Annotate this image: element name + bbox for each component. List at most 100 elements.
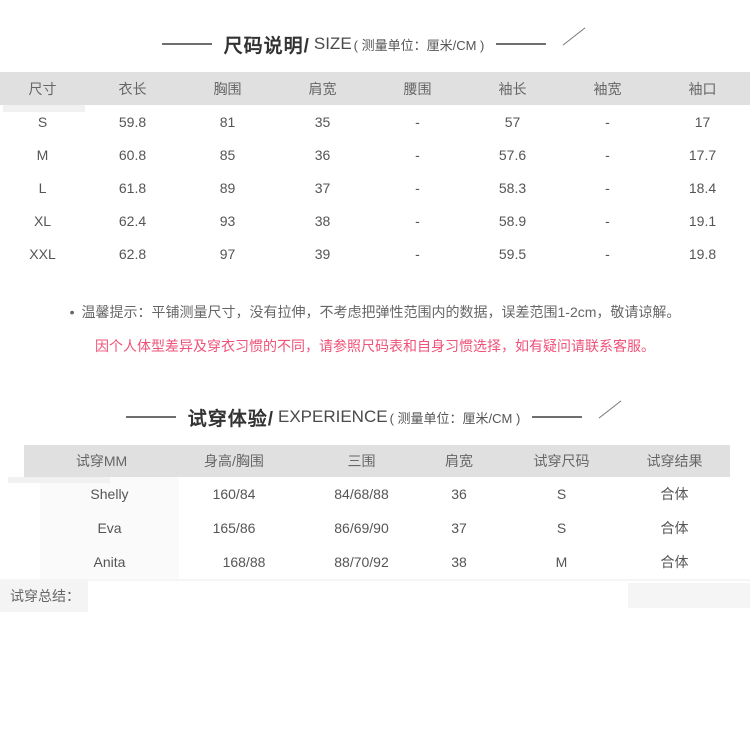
title-slash-decoration bbox=[598, 399, 622, 419]
summary-strip-right-block bbox=[628, 583, 750, 608]
table-row: L 61.8 89 37-58.3-18.4 bbox=[0, 171, 750, 204]
table-cell: 合体 bbox=[619, 477, 730, 511]
column-header: 袖长 bbox=[465, 72, 560, 105]
column-header: 衣长 bbox=[85, 72, 180, 105]
table-cell: 89 bbox=[180, 171, 275, 204]
table-cell: S bbox=[504, 511, 619, 545]
table-cell: 62.4 bbox=[85, 204, 180, 237]
column-header: 胸围 bbox=[180, 72, 275, 105]
column-header: 肩宽 bbox=[414, 445, 504, 477]
table-row: M 60.8 85 36-57.6-17.7 bbox=[0, 138, 750, 171]
table-cell: 39 bbox=[275, 237, 370, 270]
fit-experience-table: 试穿MM 身高/胸围 三围 肩宽 试穿尺码 试穿结果 Shelly 160/84 84/68/… bbox=[0, 445, 750, 579]
table-cell: S bbox=[504, 477, 619, 511]
table-row: Anita 168/88 88/70/92 38 M 合体 bbox=[0, 545, 730, 579]
table-cell: - bbox=[370, 204, 465, 237]
size-title-en: SIZE bbox=[313, 34, 352, 53]
size-title-unit: ( 测量单位：厘米/CM ) bbox=[353, 37, 485, 53]
title-slash-decoration bbox=[563, 26, 586, 46]
table-cell: 57 bbox=[465, 105, 560, 138]
table-cell: 168/88 bbox=[179, 545, 309, 579]
table-cell: 19.1 bbox=[655, 204, 750, 237]
table-cell: 86/69/90 bbox=[309, 511, 414, 545]
table-cell: 57.6 bbox=[465, 138, 560, 171]
table-cell: - bbox=[560, 204, 655, 237]
table-cell: 58.3 bbox=[465, 171, 560, 204]
table-cell: - bbox=[560, 171, 655, 204]
table-row: Eva 165/86 86/69/90 37 S 合体 bbox=[0, 511, 730, 545]
table-cell: 合体 bbox=[619, 545, 730, 579]
size-advice-text: 因个人体型差异及穿衣习惯的不同，请参照尺码表和自身习惯选择，如有疑问请联系客服。 bbox=[95, 338, 655, 354]
column-header: 试穿尺码 bbox=[504, 445, 619, 477]
column-header: 腰围 bbox=[370, 72, 465, 105]
title-right-line bbox=[496, 43, 547, 45]
table-cell: 59.5 bbox=[465, 237, 560, 270]
bullet-icon: • bbox=[69, 304, 75, 320]
table-cell: Eva bbox=[0, 511, 179, 545]
column-header: 试穿结果 bbox=[619, 445, 730, 477]
size-table-header-row: 尺寸 衣长 胸围 肩宽 腰围 袖长 袖宽 袖口 bbox=[0, 72, 750, 105]
table-row: XL 62.4 93 38-58.9-19.1 bbox=[0, 204, 750, 237]
table-cell: 36 bbox=[414, 477, 504, 511]
fit-table-body: Shelly 160/84 84/68/88 36 S 合体 Eva 165/86 86/69/… bbox=[0, 477, 730, 579]
summary-strip-top-line bbox=[0, 579, 750, 581]
title-left-line bbox=[125, 416, 176, 418]
fit-title-unit: ( 测量单位：厘米/CM ) bbox=[389, 410, 521, 426]
header-seam-artifact bbox=[3, 105, 85, 112]
table-cell: L bbox=[0, 171, 85, 204]
size-table-head: 尺寸 衣长 胸围 肩宽 腰围 袖长 袖宽 袖口 bbox=[0, 72, 750, 105]
column-header: 尺寸 bbox=[0, 72, 85, 105]
table-cell: - bbox=[370, 138, 465, 171]
table-cell: - bbox=[560, 138, 655, 171]
column-header: 肩宽 bbox=[275, 72, 370, 105]
fit-summary-label: 试穿总结： bbox=[0, 581, 88, 612]
table-cell: 85 bbox=[180, 138, 275, 171]
table-cell: 35 bbox=[275, 105, 370, 138]
table-cell: 36 bbox=[275, 138, 370, 171]
table-cell: 62.8 bbox=[85, 237, 180, 270]
table-cell: - bbox=[370, 105, 465, 138]
table-cell: 37 bbox=[414, 511, 504, 545]
title-left-line bbox=[161, 43, 212, 45]
table-cell: 93 bbox=[180, 204, 275, 237]
table-cell: 18.4 bbox=[655, 171, 750, 204]
table-cell: 38 bbox=[414, 545, 504, 579]
table-cell: 17.7 bbox=[655, 138, 750, 171]
table-cell: Anita bbox=[0, 545, 179, 579]
table-cell: XXL bbox=[0, 237, 85, 270]
table-cell: - bbox=[560, 105, 655, 138]
table-cell: 38 bbox=[275, 204, 370, 237]
table-cell: 17 bbox=[655, 105, 750, 138]
measure-tip-text: • 温馨提示：平铺测量尺寸，没有拉伸，不考虑把弹性范围内的数据，误差范围1-2cm… bbox=[0, 302, 750, 322]
size-section-title: 尺码说明/ SIZE ( 测量单位：厘米/CM ) bbox=[0, 26, 750, 57]
column-header: 三围 bbox=[309, 445, 414, 477]
table-cell: 58.9 bbox=[465, 204, 560, 237]
table-cell: 37 bbox=[275, 171, 370, 204]
header-seam-artifact bbox=[8, 477, 110, 483]
table-cell: 97 bbox=[180, 237, 275, 270]
column-header: 袖口 bbox=[655, 72, 750, 105]
table-row: XXL 62.8 97 39-59.5-19.8 bbox=[0, 237, 750, 270]
table-cell: XL bbox=[0, 204, 85, 237]
fit-title-cn: 试穿体验/ bbox=[187, 408, 274, 430]
table-cell: 59.8 bbox=[85, 105, 180, 138]
column-header: 身高/胸围 bbox=[179, 445, 309, 477]
column-header: 袖宽 bbox=[560, 72, 655, 105]
table-cell: - bbox=[560, 237, 655, 270]
table-row: Shelly 160/84 84/68/88 36 S 合体 bbox=[0, 477, 730, 511]
table-cell: 84/68/88 bbox=[309, 477, 414, 511]
table-cell: 合体 bbox=[619, 511, 730, 545]
column-header: 试穿MM bbox=[16, 445, 179, 477]
title-right-line bbox=[532, 416, 583, 418]
table-cell: 60.8 bbox=[85, 138, 180, 171]
fit-table-head: 试穿MM 身高/胸围 三围 肩宽 试穿尺码 试穿结果 bbox=[16, 445, 730, 477]
table-cell: 165/86 bbox=[179, 511, 309, 545]
table-cell: 88/70/92 bbox=[309, 545, 414, 579]
table-cell: - bbox=[370, 171, 465, 204]
table-cell: M bbox=[504, 545, 619, 579]
size-title-cn: 尺码说明/ bbox=[223, 35, 310, 57]
table-cell: 61.8 bbox=[85, 171, 180, 204]
table-row: S 59.8 81 35-57-17 bbox=[0, 105, 750, 138]
size-table-body: S 59.8 81 35-57-17 M 60.8 85 36-57.6-17.7 L 61.8 8… bbox=[0, 105, 750, 270]
